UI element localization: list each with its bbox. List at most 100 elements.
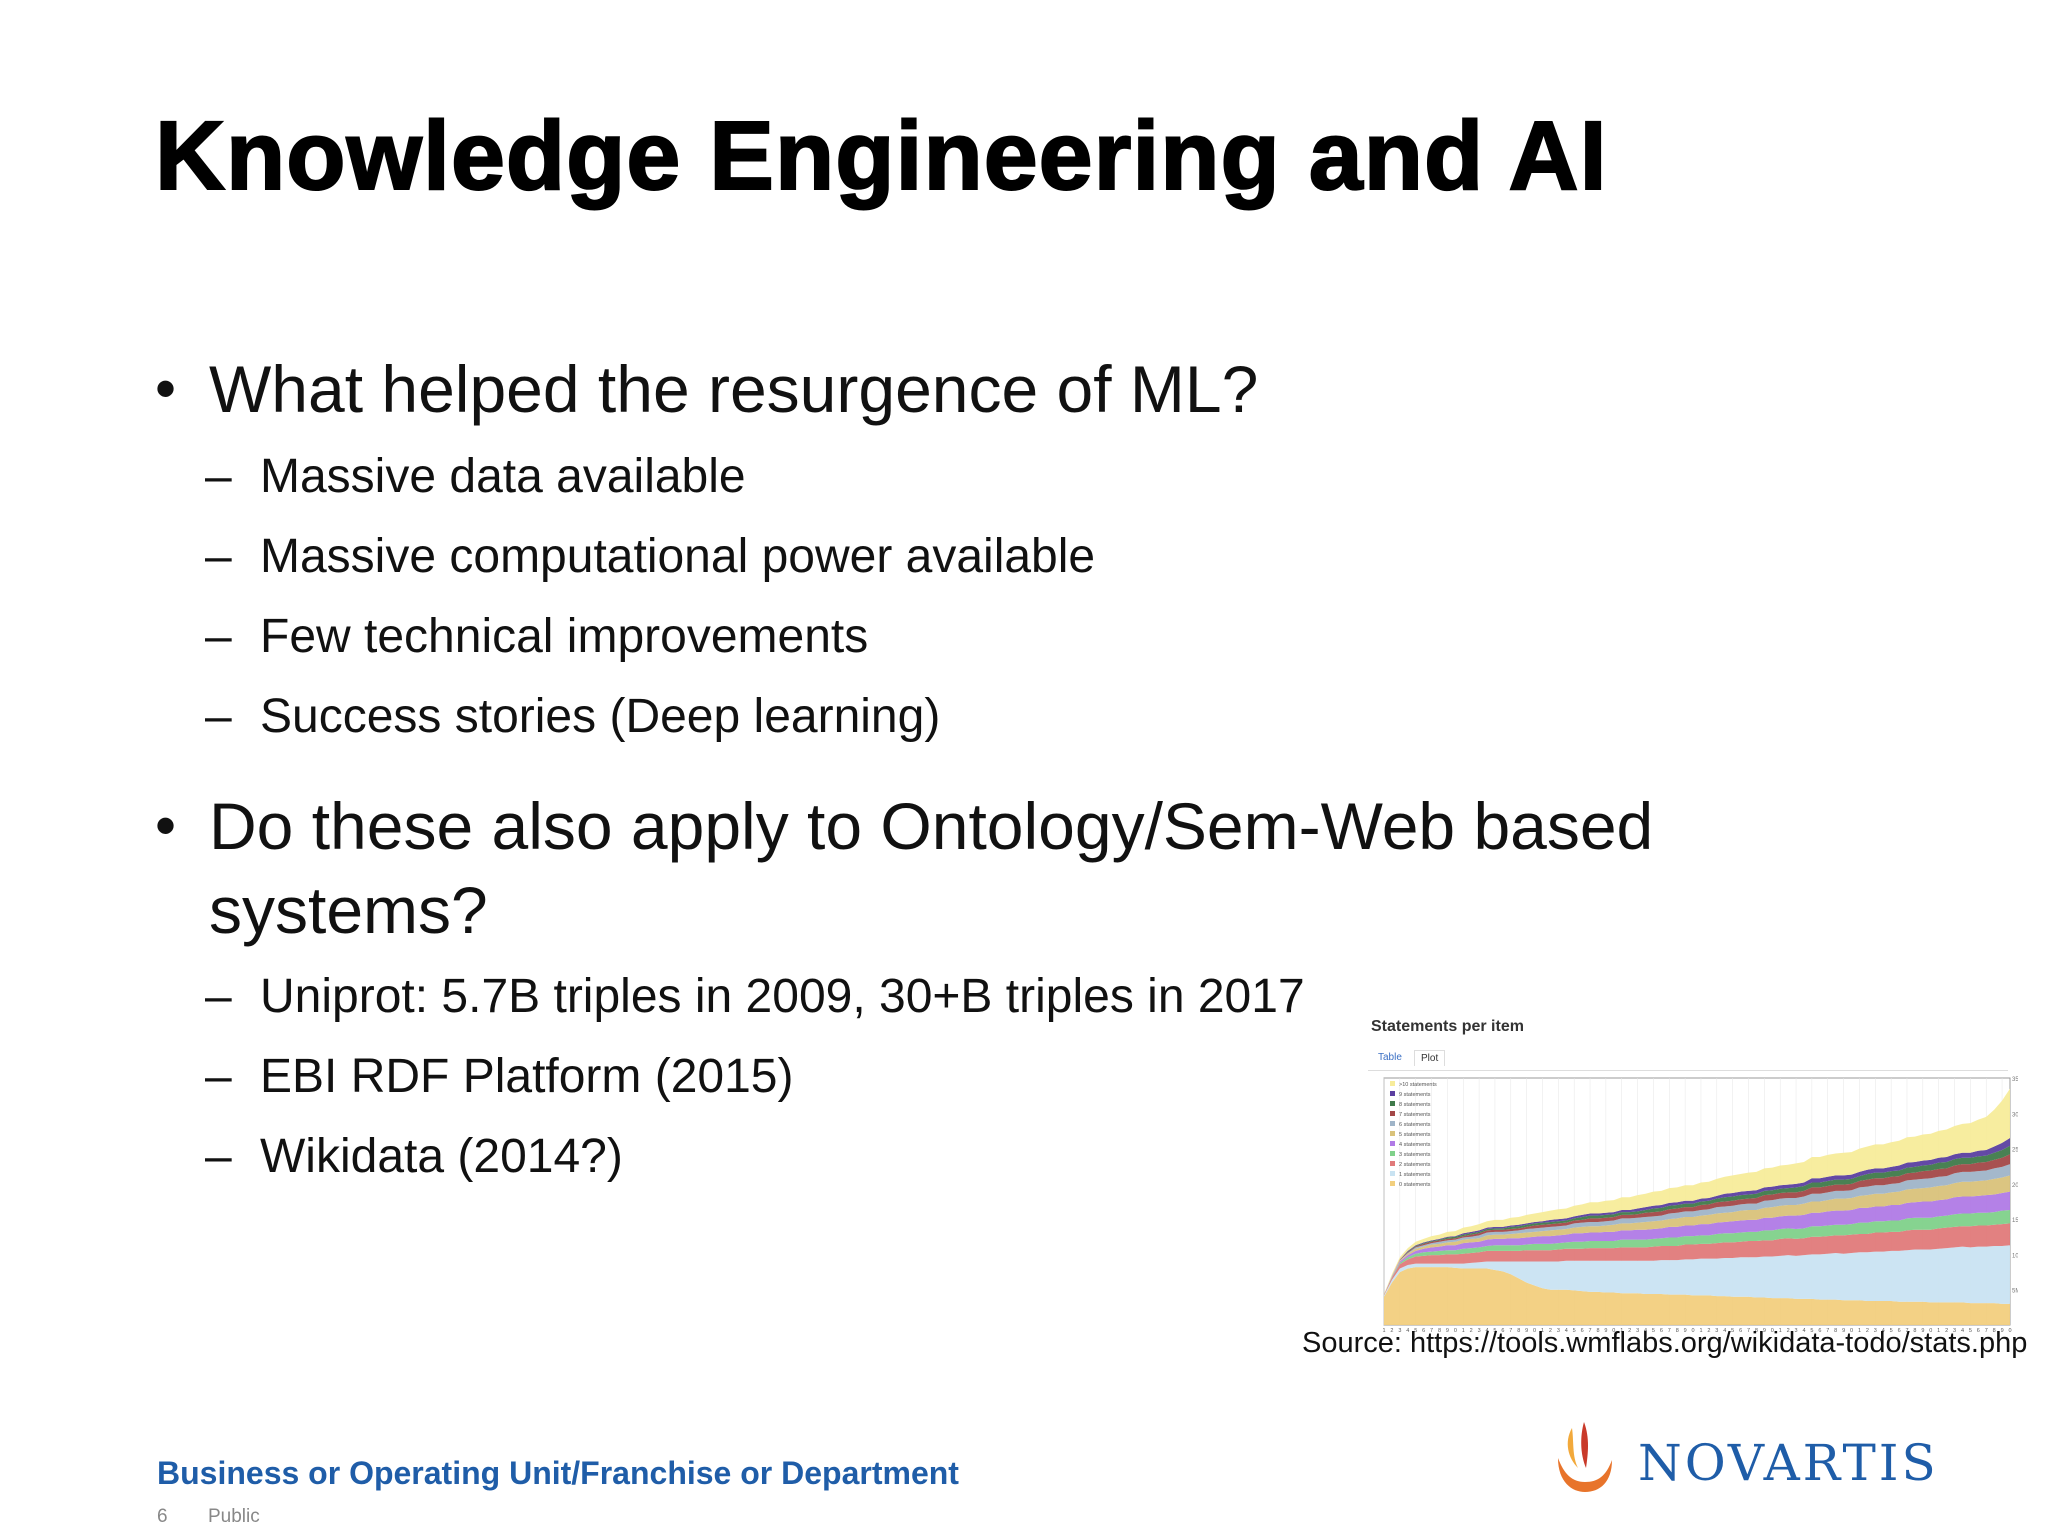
x-tick-label: 1 (1462, 1328, 1465, 1334)
legend-swatch (1390, 1151, 1395, 1156)
series-area-0 (1384, 1267, 2010, 1325)
chart-title: Statements per item (1371, 1018, 1524, 1035)
series-area-4 (1384, 1191, 2010, 1295)
x-tick-label: 0 (1612, 1328, 1615, 1334)
x-tick-label: 9 (2001, 1328, 2004, 1334)
legend-label: 4 statements (1399, 1142, 1431, 1148)
x-tick-label: 6 (1898, 1328, 1901, 1334)
x-tick-label: 3 (1478, 1328, 1481, 1334)
x-tick-label: 3 (1557, 1328, 1560, 1334)
novartis-logo: NOVARTIS (1550, 1420, 1936, 1500)
x-tick-label: 1 (1541, 1328, 1544, 1334)
tab-plot[interactable]: Plot (1414, 1050, 1446, 1066)
bullet-1: • What helped the resurgence of ML? (155, 347, 1355, 431)
logo-wordmark: NOVARTIS (1638, 1434, 1939, 1492)
bullet-2-text-line-2: systems? (209, 873, 488, 947)
legend-swatch (1390, 1131, 1395, 1136)
x-tick-label: 1 (1937, 1328, 1940, 1334)
legend-label: 3 statements (1399, 1152, 1431, 1158)
chart-tabs: Table Plot (1368, 1046, 2008, 1071)
y-tick-label: 15M (2012, 1218, 2018, 1224)
x-tick-label: 5 (1969, 1328, 1972, 1334)
x-tick-label: 2 (1470, 1328, 1473, 1334)
legend-label: 9 statements (1399, 1092, 1431, 1098)
legend-label: 8 statements (1399, 1102, 1431, 1108)
slide-title: Knowledge Engineering and AI (154, 100, 1608, 211)
bullet-dot: • (155, 792, 177, 859)
legend-label: >10 statements (1399, 1082, 1437, 1088)
series-area-9 (1384, 1137, 2010, 1295)
legend-label: 1 statements (1399, 1172, 1431, 1178)
x-tick-label: 7 (1509, 1328, 1512, 1334)
x-tick-label: 2 (1549, 1328, 1552, 1334)
x-tick-label: 0 (2009, 1328, 2012, 1334)
x-tick-label: 2 (1390, 1328, 1393, 1334)
series-area-2 (1384, 1223, 2010, 1296)
x-tick-label: 3 (1795, 1328, 1798, 1334)
x-tick-label: 2 (1628, 1328, 1631, 1334)
x-tick-label: 6 (1977, 1328, 1980, 1334)
x-tick-label: 2 (1707, 1328, 1710, 1334)
x-tick-label: 1 (1699, 1328, 1702, 1334)
x-tick-label: 3 (1398, 1328, 1401, 1334)
tab-table[interactable]: Table (1378, 1052, 1402, 1063)
y-tick-label: 10M (2012, 1253, 2018, 1259)
x-tick-label: 8 (1755, 1328, 1758, 1334)
x-tick-label: 6 (1818, 1328, 1821, 1334)
bullet-2-text-line-1: Do these also apply to Ontology/Sem-Web … (209, 789, 1654, 863)
x-tick-label: 4 (1723, 1328, 1726, 1334)
x-tick-label: 9 (1921, 1328, 1924, 1334)
legend-swatch (1390, 1171, 1395, 1176)
x-tick-label: 8 (1438, 1328, 1441, 1334)
x-tick-label: 9 (1763, 1328, 1766, 1334)
x-tick-label: 5 (1493, 1328, 1496, 1334)
bullet-2: • Do these also apply to Ontology/Sem-We… (155, 784, 1855, 954)
x-tick-label: 6 (1581, 1328, 1584, 1334)
bullet-dot: • (155, 355, 177, 422)
x-tick-label: 5 (1573, 1328, 1576, 1334)
x-tick-label: 7 (1905, 1328, 1908, 1334)
x-tick-label: 1 (1779, 1328, 1782, 1334)
series-area-6 (1384, 1164, 2010, 1295)
x-tick-label: 9 (1604, 1328, 1607, 1334)
stacked-area-chart: 5M10M15M20M25M30M35M12345678901234567890… (1383, 1077, 2019, 1334)
x-tick-label: 7 (1430, 1328, 1433, 1334)
x-tick-label: 3 (1874, 1328, 1877, 1334)
x-tick-label: 8 (1913, 1328, 1916, 1334)
x-tick-label: 7 (1747, 1328, 1750, 1334)
x-tick-label: 5 (1414, 1328, 1417, 1334)
legend-label: 7 statements (1399, 1112, 1431, 1118)
x-tick-label: 4 (1882, 1328, 1885, 1334)
x-tick-label: 6 (1422, 1328, 1425, 1334)
x-tick-label: 7 (1668, 1328, 1671, 1334)
x-tick-label: 8 (1993, 1328, 1996, 1334)
x-tick-label: 9 (1446, 1328, 1449, 1334)
x-tick-label: 0 (1929, 1328, 1932, 1334)
x-tick-label: 9 (1842, 1328, 1845, 1334)
x-tick-label: 8 (1834, 1328, 1837, 1334)
x-tick-label: 4 (1406, 1328, 1409, 1334)
x-tick-label: 9 (1525, 1328, 1528, 1334)
y-tick-label: 20M (2012, 1183, 2018, 1189)
x-tick-label: 9 (1684, 1328, 1687, 1334)
x-tick-label: 5 (1731, 1328, 1734, 1334)
legend-label: 2 statements (1399, 1162, 1431, 1168)
x-tick-label: 4 (1802, 1328, 1805, 1334)
legend-swatch (1390, 1101, 1395, 1106)
legend-swatch (1390, 1161, 1395, 1166)
x-tick-label: 3 (1953, 1328, 1956, 1334)
legend-label: 0 statements (1399, 1182, 1431, 1188)
y-tick-label: 30M (2012, 1112, 2018, 1118)
novartis-flame-icon (1558, 1422, 1612, 1492)
legend-swatch (1390, 1111, 1395, 1116)
series-area-3 (1384, 1209, 2010, 1295)
x-tick-label: 1 (1858, 1328, 1861, 1334)
x-tick-label: 0 (1850, 1328, 1853, 1334)
x-tick-label: 6 (1660, 1328, 1663, 1334)
bullet-1-text: What helped the resurgence of ML? (209, 352, 1259, 426)
statements-per-item-figure: Statements per item Table Plot 5M 10M 15M 2… (1368, 1012, 2018, 1342)
x-tick-label: 2 (1945, 1328, 1948, 1334)
series-area-5 (1384, 1175, 2010, 1295)
x-tick-label: 4 (1644, 1328, 1647, 1334)
x-tick-label: 0 (1771, 1328, 1774, 1334)
